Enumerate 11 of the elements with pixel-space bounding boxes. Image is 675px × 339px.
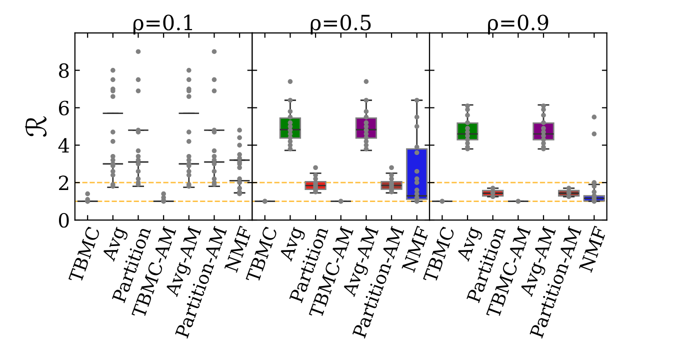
x-tick-label: NMF [578, 226, 608, 273]
y-tick-label: 4 [58, 138, 70, 153]
y-tick-label: 8 [58, 63, 69, 78]
chart-title: ρ=0.5 [310, 14, 371, 34]
chart-title: ρ=0.9 [488, 14, 548, 34]
y-tick-label: 2 [59, 176, 68, 190]
x-tick-label: TBMC [68, 226, 100, 284]
y-axis-title: ℛ [24, 116, 47, 137]
y-tick-label: 0 [58, 212, 69, 228]
chart-title: ρ=0.1 [133, 14, 192, 34]
y-tick-label: 6 [58, 100, 69, 116]
